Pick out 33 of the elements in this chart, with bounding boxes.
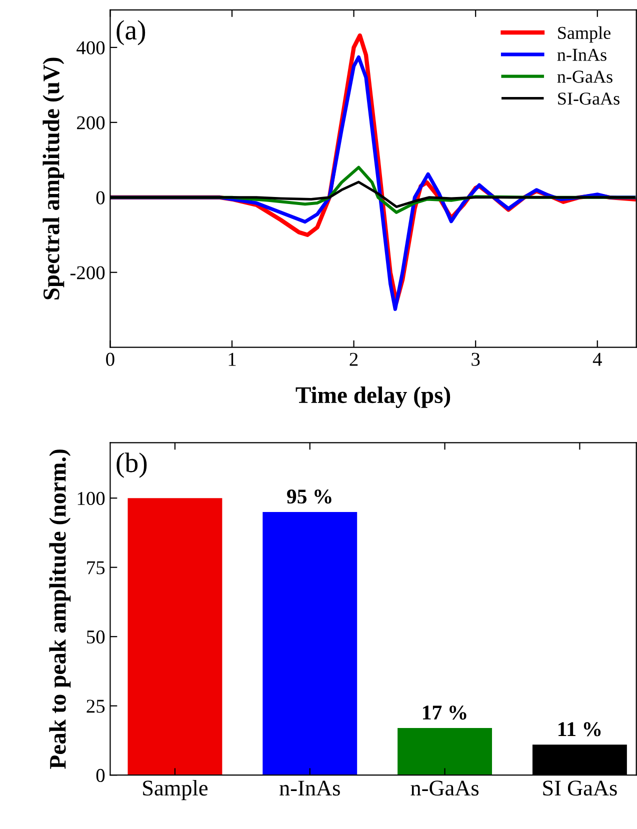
x-tick-label: 0 (106, 352, 114, 366)
x-tick-label: 4 (592, 352, 602, 366)
x-tick-label: 2 (350, 352, 358, 366)
y-axis-title: Spectral amplitude (uV) (42, 58, 64, 300)
legend-label: n-GaAs (557, 70, 612, 83)
y-tick-label: 100 (78, 492, 105, 506)
y-tick-label: 200 (77, 116, 105, 130)
annotation: (b) (116, 452, 147, 478)
y-tick-label: 75 (87, 561, 105, 574)
data-label: 95 % (287, 489, 332, 504)
x-tick-label: Sample (143, 780, 208, 800)
y-tick-label: 50 (87, 630, 105, 644)
y-tick-label: 25 (86, 700, 105, 713)
y-tick-label: 400 (76, 41, 105, 54)
legend-label: n-InAs (557, 48, 606, 61)
x-tick-label: n-InAs (280, 780, 340, 796)
x-tick-label: 3 (472, 352, 480, 366)
x-tick-label: n-GaAs (410, 780, 479, 796)
y-tick-label: 0 (96, 191, 105, 204)
x-tick-label: 1 (228, 352, 236, 366)
y-tick-label: 0 (96, 768, 105, 782)
y-tick-label: -200 (70, 266, 105, 280)
data-label: 17 % (423, 706, 466, 720)
y-axis-title: Peak to peak amplitude (norm.) (49, 450, 71, 769)
bar (128, 498, 222, 776)
data-label: 11 % (558, 722, 601, 736)
x-axis-title: Time delay (ps) (296, 386, 450, 408)
legend-label: SI-GaAs (558, 92, 620, 105)
bar (398, 728, 492, 776)
annotation: (a) (116, 20, 146, 46)
bar (262, 512, 358, 776)
legend-label: Sample (558, 26, 610, 43)
x-tick-label: SI GaAs (543, 780, 617, 796)
